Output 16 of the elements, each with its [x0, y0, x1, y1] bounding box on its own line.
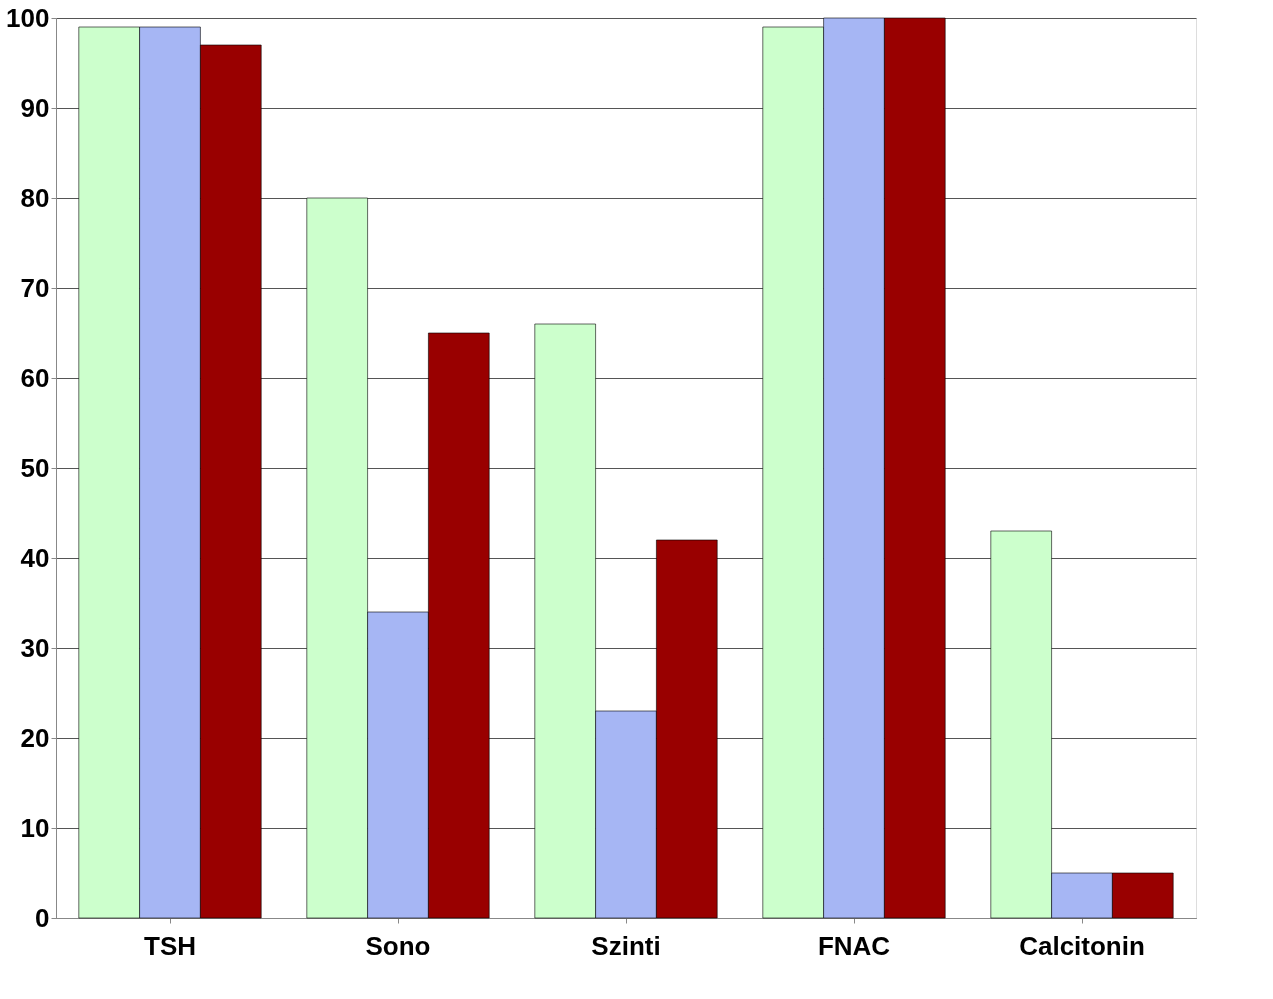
y-tick-label: 20: [20, 722, 50, 753]
x-tick-label: Szinti: [591, 930, 661, 961]
y-tick-label: 50: [20, 452, 50, 483]
y-tick-label: 30: [20, 632, 50, 663]
x-tick-label: Calcitonin: [1019, 930, 1145, 961]
y-tick-label: 0: [35, 902, 50, 933]
y-tick-label: 70: [20, 272, 50, 303]
x-tick-label: Sono: [365, 930, 431, 961]
y-tick-label: 40: [20, 542, 50, 573]
y-tick-label: 100: [6, 2, 50, 33]
x-tick-label: TSH: [144, 930, 196, 961]
y-tick-label: 80: [20, 182, 50, 213]
y-tick-label: 10: [20, 812, 50, 843]
y-tick-label: 60: [20, 362, 50, 393]
x-tick-label: FNAC: [817, 930, 891, 961]
y-tick-label: 90: [20, 92, 50, 123]
